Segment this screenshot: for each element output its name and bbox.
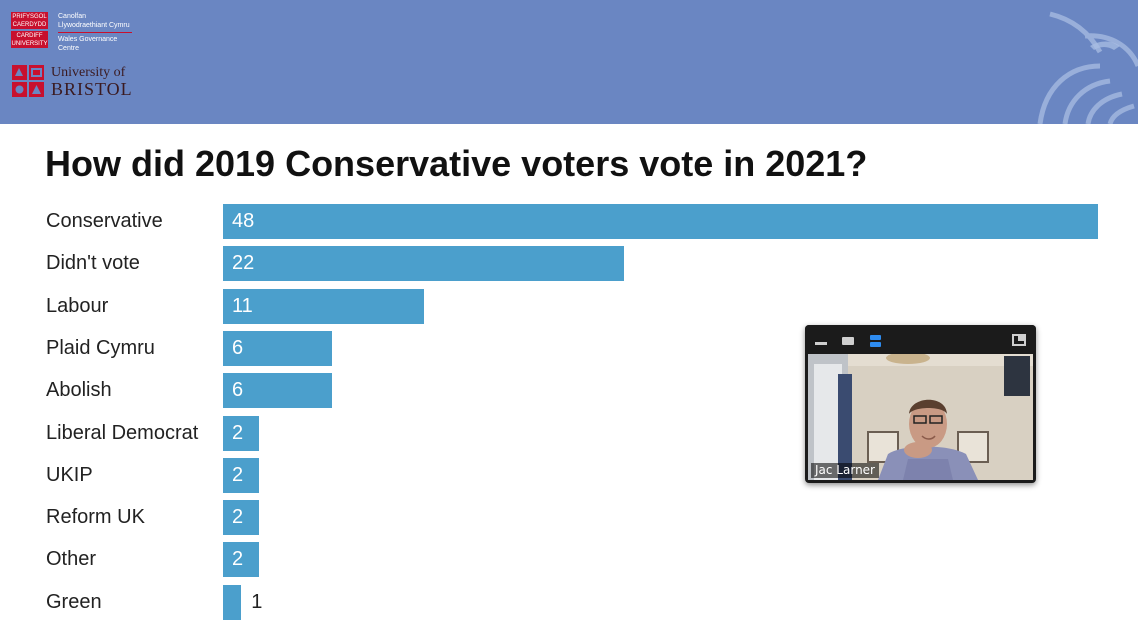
participant-video: Jac Larner [808,354,1033,480]
bar-value-label: 6 [232,379,244,402]
wgc-english-line: Centre [58,45,80,52]
wgc-divider [58,32,132,33]
bar-value-label: 48 [232,210,255,232]
bar-value-label: 2 [232,421,244,444]
bar-value-label: 2 [232,463,244,486]
bar-value-label: 22 [232,252,255,275]
bar-value-label: 11 [232,294,253,317]
cardiff-logo-text: CARDIFF [16,33,43,39]
bar [223,584,242,620]
university-of-bristol-logo: University of BRISTOL [11,64,133,98]
bar [223,204,1098,239]
wales-governance-centre-emblem-icon [1037,11,1138,124]
category-label: UKIP [46,463,93,486]
video-call-window[interactable]: Jac Larner [805,325,1036,483]
bristol-crest-icon [12,65,44,97]
minimize-icon[interactable] [815,342,827,345]
slide-title: How did 2019 Conservative voters vote in… [45,143,868,184]
bar [223,457,260,493]
video-window-toolbar [805,325,1036,353]
bar [223,246,625,282]
bar [223,373,333,409]
category-label: Conservative [46,210,163,232]
bar [223,288,424,324]
category-label: Green [46,590,102,613]
bar [223,500,260,536]
expand-icon[interactable] [1012,334,1026,346]
header-banner: PRIFYSGOL CAERDYDD CARDIFF UNIVERSITY Ca… [0,0,1138,124]
cardiff-university-logo: PRIFYSGOL CAERDYDD CARDIFF UNIVERSITY [11,12,48,48]
category-label: Abolish [46,379,112,402]
participant-video-frame [808,354,1033,480]
small-view-icon[interactable] [842,337,854,345]
wgc-welsh-line: Llywodraethiant Cymru [58,22,130,29]
category-label: Reform UK [46,506,145,529]
split-view-icon[interactable] [870,335,881,347]
category-label: Didn't vote [46,252,140,275]
wgc-welsh-line: Canolfan [58,13,87,20]
category-label: Plaid Cymru [46,336,155,359]
category-label: Other [46,548,97,571]
bar-value-label: 1 [251,590,263,613]
category-label: Labour [46,294,109,317]
bar-value-label: 6 [232,336,244,359]
bar-value-label: 2 [232,506,244,529]
cardiff-logo-text: PRIFYSGOL [12,14,47,20]
horizontal-bar-chart: Conservative 48 Didn't vote 22 Labour 11 Plaid… [0,200,1138,625]
cardiff-logo-text: UNIVERSITY [11,41,48,47]
bar-value-label: 2 [232,548,244,571]
bar [223,330,333,366]
wgc-english-line: Wales Governance [58,36,118,43]
bristol-logo-line: University of [51,65,126,80]
wales-governance-centre-text: Canolfan Llywodraethiant Cymru Wales Gov… [58,12,132,53]
bar [223,415,260,451]
cardiff-logo-text: CAERDYDD [12,22,47,28]
participant-name-label: Jac Larner [811,463,879,478]
category-label: Liberal Democrat [46,421,199,444]
bar [223,542,260,578]
bristol-logo-line: BRISTOL [51,79,133,99]
